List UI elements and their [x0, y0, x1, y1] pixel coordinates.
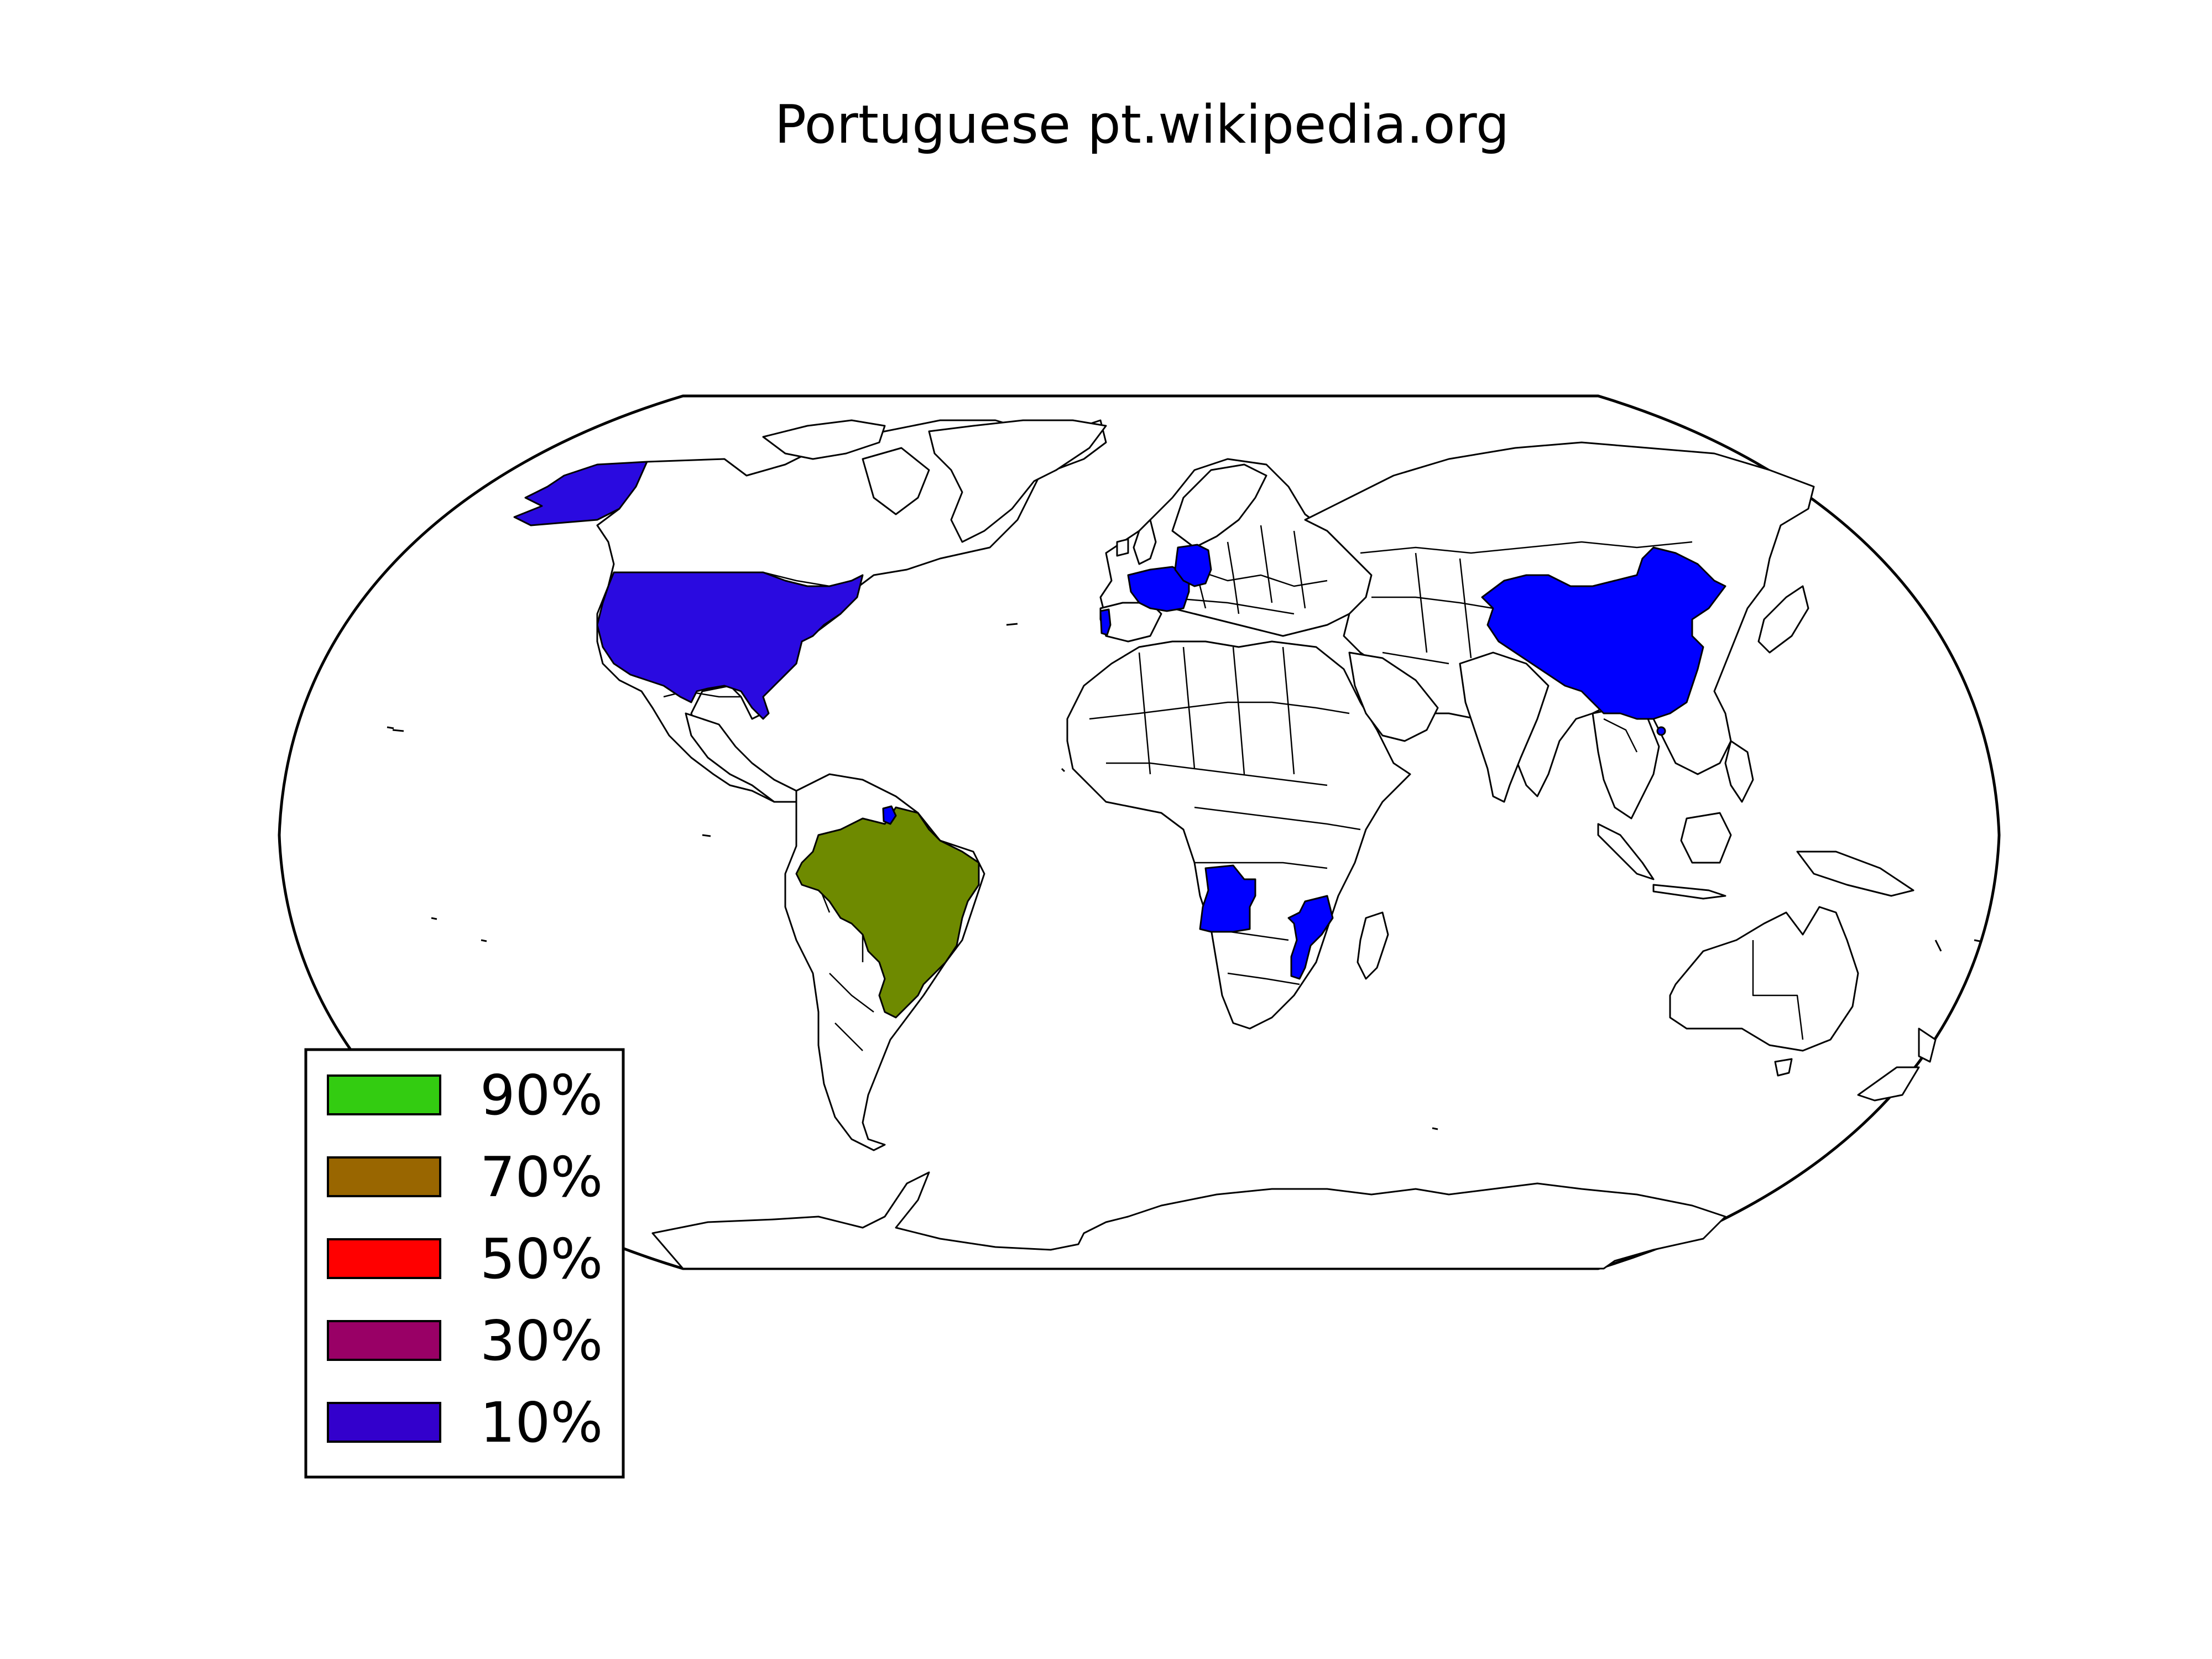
country-france [1127, 566, 1190, 612]
new-zealand [1857, 1027, 1937, 1102]
arctic-islands [762, 419, 886, 460]
legend-swatch [327, 1402, 441, 1443]
australia [1669, 906, 1859, 1052]
sumatra [1597, 823, 1655, 880]
greenland [928, 419, 1107, 543]
borneo [1680, 812, 1732, 864]
legend-label: 10% [480, 1390, 603, 1455]
southeast-asia [1592, 707, 1660, 820]
country-united-states [596, 571, 864, 720]
legend-label: 30% [480, 1308, 603, 1373]
legend-label: 90% [480, 1063, 603, 1128]
baffin-island [862, 447, 930, 515]
antarctica [651, 1171, 1726, 1270]
madagascar [1357, 911, 1389, 980]
country-french-guiana [882, 805, 897, 825]
legend-item: 50% [327, 1227, 603, 1291]
country-mozambique [1287, 895, 1334, 980]
great-britain [1133, 519, 1157, 565]
india [1459, 651, 1550, 803]
legend-item: 10% [327, 1390, 603, 1455]
country-brazil [795, 806, 980, 1019]
country-macau [1656, 726, 1666, 736]
java [1652, 884, 1726, 900]
country-china [1481, 546, 1726, 720]
ireland [1116, 538, 1129, 557]
map-title: Portuguese pt.wikipedia.org [775, 95, 1510, 155]
legend-item: 90% [327, 1063, 603, 1128]
scandinavia [1171, 463, 1267, 549]
arabian-peninsula [1348, 651, 1439, 742]
legend-item: 70% [327, 1145, 603, 1209]
new-guinea [1796, 851, 1914, 897]
country-germany [1174, 544, 1212, 587]
small-islands [387, 623, 1980, 1130]
africa [1066, 640, 1411, 1030]
japan [1757, 585, 1809, 654]
philippines [1724, 740, 1754, 803]
legend-label: 70% [480, 1145, 603, 1209]
country-angola [1199, 864, 1256, 933]
legend-swatch [327, 1156, 441, 1197]
tasmania [1774, 1058, 1793, 1077]
legend-swatch [327, 1320, 441, 1361]
country-portugal [1099, 608, 1112, 636]
legend-swatch [327, 1238, 441, 1279]
legend: 90% 70% 50% 30% 10% [304, 1048, 625, 1479]
legend-label: 50% [480, 1227, 603, 1291]
legend-swatch [327, 1074, 441, 1115]
legend-item: 30% [327, 1308, 603, 1373]
land-group [596, 419, 1937, 1270]
highlighted-countries [513, 461, 1726, 1019]
country-alaska [513, 461, 648, 526]
